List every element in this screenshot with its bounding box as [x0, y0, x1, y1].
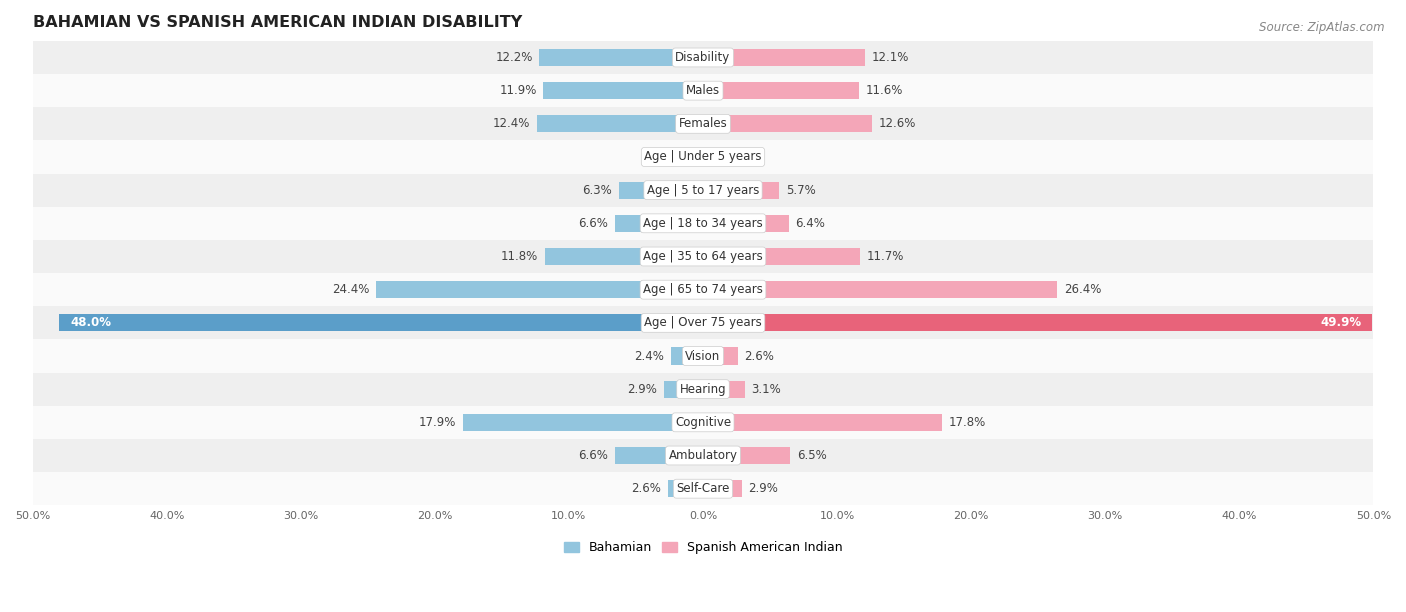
Bar	[703, 49, 865, 66]
Text: 24.4%: 24.4%	[332, 283, 370, 296]
Text: Hearing: Hearing	[679, 382, 727, 396]
Bar	[32, 107, 1374, 140]
Bar	[614, 447, 703, 464]
Text: 2.4%: 2.4%	[634, 349, 664, 362]
Bar	[703, 182, 779, 199]
Text: 2.9%: 2.9%	[627, 382, 658, 396]
Bar	[537, 115, 703, 132]
Text: Females: Females	[679, 118, 727, 130]
Bar	[703, 414, 942, 431]
Bar	[32, 174, 1374, 207]
Text: Age | 18 to 34 years: Age | 18 to 34 years	[643, 217, 763, 230]
Text: 6.5%: 6.5%	[797, 449, 827, 462]
Text: Males: Males	[686, 84, 720, 97]
Text: Age | 65 to 74 years: Age | 65 to 74 years	[643, 283, 763, 296]
Bar	[668, 480, 703, 498]
Text: 2.6%: 2.6%	[745, 349, 775, 362]
Text: Cognitive: Cognitive	[675, 416, 731, 429]
Bar	[32, 306, 1374, 340]
Text: 5.7%: 5.7%	[786, 184, 815, 196]
Text: 12.4%: 12.4%	[492, 118, 530, 130]
Bar	[544, 248, 703, 265]
Bar	[703, 115, 872, 132]
Bar	[703, 281, 1057, 298]
Bar	[59, 314, 703, 332]
Text: Age | 35 to 64 years: Age | 35 to 64 years	[643, 250, 763, 263]
Bar	[540, 49, 703, 66]
Text: 12.6%: 12.6%	[879, 118, 917, 130]
Bar	[32, 140, 1374, 174]
Text: 17.8%: 17.8%	[949, 416, 986, 429]
Text: 6.6%: 6.6%	[578, 449, 607, 462]
Bar	[703, 381, 745, 398]
Bar	[703, 480, 742, 498]
Text: 17.9%: 17.9%	[419, 416, 457, 429]
Text: 11.8%: 11.8%	[501, 250, 538, 263]
Text: 11.6%: 11.6%	[865, 84, 903, 97]
Text: Vision: Vision	[685, 349, 721, 362]
Bar	[32, 406, 1374, 439]
Bar	[32, 240, 1374, 273]
Bar	[614, 215, 703, 232]
Text: 12.1%: 12.1%	[872, 51, 910, 64]
Bar	[32, 273, 1374, 306]
Bar	[703, 314, 1372, 332]
Text: 6.4%: 6.4%	[796, 217, 825, 230]
Bar	[686, 148, 703, 166]
Bar	[463, 414, 703, 431]
Text: 11.7%: 11.7%	[866, 250, 904, 263]
Bar	[32, 439, 1374, 472]
Text: Age | Under 5 years: Age | Under 5 years	[644, 151, 762, 163]
Bar	[32, 472, 1374, 506]
Text: 2.6%: 2.6%	[631, 482, 661, 495]
Legend: Bahamian, Spanish American Indian: Bahamian, Spanish American Indian	[558, 536, 848, 559]
Text: Age | 5 to 17 years: Age | 5 to 17 years	[647, 184, 759, 196]
Text: 49.9%: 49.9%	[1320, 316, 1361, 329]
Text: Ambulatory: Ambulatory	[668, 449, 738, 462]
Bar	[32, 41, 1374, 74]
Text: 2.9%: 2.9%	[748, 482, 779, 495]
Text: 1.3%: 1.3%	[650, 151, 679, 163]
Bar	[375, 281, 703, 298]
Text: 6.3%: 6.3%	[582, 184, 612, 196]
Text: Self-Care: Self-Care	[676, 482, 730, 495]
Bar	[703, 348, 738, 365]
Text: BAHAMIAN VS SPANISH AMERICAN INDIAN DISABILITY: BAHAMIAN VS SPANISH AMERICAN INDIAN DISA…	[32, 15, 522, 30]
Text: Age | Over 75 years: Age | Over 75 years	[644, 316, 762, 329]
Bar	[664, 381, 703, 398]
Bar	[703, 148, 720, 166]
Text: 3.1%: 3.1%	[751, 382, 780, 396]
Bar	[32, 207, 1374, 240]
Bar	[671, 348, 703, 365]
Bar	[703, 82, 859, 99]
Bar	[32, 74, 1374, 107]
Bar	[703, 248, 860, 265]
Bar	[703, 447, 790, 464]
Text: 6.6%: 6.6%	[578, 217, 607, 230]
Text: 48.0%: 48.0%	[70, 316, 111, 329]
Bar	[32, 340, 1374, 373]
Text: Source: ZipAtlas.com: Source: ZipAtlas.com	[1260, 21, 1385, 34]
Bar	[703, 215, 789, 232]
Text: 26.4%: 26.4%	[1064, 283, 1101, 296]
Bar	[544, 82, 703, 99]
Bar	[32, 373, 1374, 406]
Text: Disability: Disability	[675, 51, 731, 64]
Bar	[619, 182, 703, 199]
Text: 12.2%: 12.2%	[495, 51, 533, 64]
Text: 11.9%: 11.9%	[499, 84, 537, 97]
Text: 1.3%: 1.3%	[727, 151, 756, 163]
